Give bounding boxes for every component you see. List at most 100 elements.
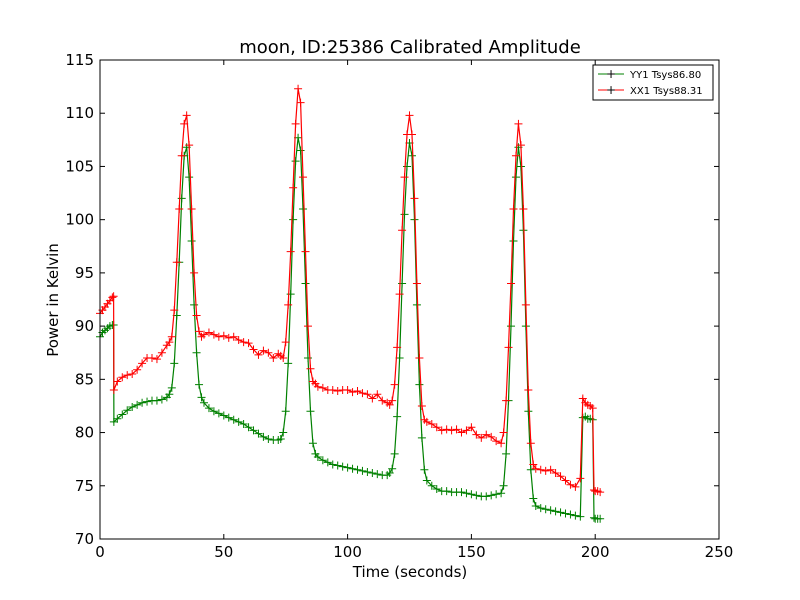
series-1-point xyxy=(571,482,580,491)
series-0-point xyxy=(239,420,248,429)
series-0-point xyxy=(400,210,409,219)
series-1-point xyxy=(306,364,315,373)
series-0-point xyxy=(276,434,285,443)
series-0-point xyxy=(118,410,127,419)
series-0-point xyxy=(299,205,308,214)
series-0-point xyxy=(358,466,367,475)
series-1-point xyxy=(108,293,117,302)
series-0-point xyxy=(177,194,186,203)
series-1-point xyxy=(368,394,377,403)
series-1-point xyxy=(536,465,545,474)
series-0-point xyxy=(385,469,394,478)
series-0-point xyxy=(313,453,322,462)
series-0-point xyxy=(551,507,560,516)
series-line-1 xyxy=(99,88,601,493)
series-1-point xyxy=(507,279,516,288)
series-0-point xyxy=(432,484,441,493)
axes-frame xyxy=(99,59,720,540)
series-1-point xyxy=(269,354,278,363)
series-1-point xyxy=(516,141,525,150)
legend-marker-yy1: + xyxy=(606,67,616,81)
y-tick-label: 105 xyxy=(65,157,94,175)
series-0-point xyxy=(279,428,288,437)
legend-label-yy1: YY1 Tsys86.80 xyxy=(629,70,701,81)
y-tick-label: 100 xyxy=(65,211,94,229)
series-0-point xyxy=(199,398,208,407)
series-0-point xyxy=(229,415,238,424)
legend: + YY1 Tsys86.80 + XX1 Tsys88.31 xyxy=(592,64,714,101)
x-tick-label: 50 xyxy=(214,543,233,561)
series-1-point xyxy=(299,173,308,182)
series-0-point xyxy=(264,434,273,443)
series-1-point xyxy=(165,338,174,347)
series-1-point xyxy=(113,377,122,386)
series-0-point xyxy=(499,481,508,490)
x-tick-label: 100 xyxy=(333,543,362,561)
series-1-point xyxy=(284,300,293,309)
series-1-point xyxy=(393,343,402,352)
series-1-point xyxy=(363,390,372,399)
series-1-point xyxy=(157,348,166,357)
series-0-point xyxy=(289,215,298,224)
series-1-point xyxy=(526,439,535,448)
series-1-point xyxy=(511,151,520,160)
series-0-point xyxy=(187,236,196,245)
series-0-point xyxy=(197,393,206,402)
series-0-point xyxy=(323,458,332,467)
series-1-point xyxy=(447,426,456,435)
series-1-point xyxy=(390,380,399,389)
series-1-point xyxy=(204,328,213,337)
series-0-point xyxy=(427,481,436,490)
series-1-point xyxy=(509,205,518,214)
y-tick-label: 70 xyxy=(75,530,94,548)
series-1-point xyxy=(192,311,201,320)
series-1-point xyxy=(209,330,218,339)
series-1-point xyxy=(286,247,295,256)
series-1-point xyxy=(405,111,414,120)
series-0-point xyxy=(462,489,471,498)
series-0-point xyxy=(472,491,481,500)
series-1-point xyxy=(373,390,382,399)
series-0-point xyxy=(393,412,402,421)
series-1-point xyxy=(519,205,528,214)
series-0-point xyxy=(143,397,152,406)
series-1-point xyxy=(303,322,312,331)
series-0-point xyxy=(303,354,312,363)
series-1-point xyxy=(589,486,598,495)
series-0-point xyxy=(546,506,555,515)
series-0-point xyxy=(296,146,305,155)
series-1-point xyxy=(588,404,597,413)
y-tick-label: 95 xyxy=(75,264,94,282)
series-0-point xyxy=(281,407,290,416)
series-0-point xyxy=(373,470,382,479)
series-1-point xyxy=(296,98,305,107)
series-0-point xyxy=(254,429,263,438)
series-0-point xyxy=(467,490,476,499)
x-tick-label: 250 xyxy=(705,543,734,561)
series-0-point xyxy=(152,396,161,405)
series-0-point xyxy=(417,433,426,442)
plot-area: 0 50 100 150 200 250 70 75 80 85 90 95 100 105 110 115 xyxy=(65,51,733,561)
series-1-point xyxy=(410,194,419,203)
series-1-point xyxy=(487,432,496,441)
series-1-point xyxy=(556,472,565,481)
series-1-point xyxy=(529,460,538,469)
series-0-point xyxy=(286,290,295,299)
series-0-point xyxy=(536,504,545,513)
series-0-point xyxy=(388,464,397,473)
series-1-point xyxy=(291,119,300,128)
series-0-point xyxy=(133,400,142,409)
series-1-point xyxy=(244,339,253,348)
series-1-point xyxy=(462,426,471,435)
series-0-point xyxy=(318,456,327,465)
series-1-point xyxy=(546,465,555,474)
legend-box xyxy=(592,64,714,101)
series-1-point xyxy=(138,359,147,368)
series-1-point xyxy=(395,290,404,299)
y-tick-label: 75 xyxy=(75,477,94,495)
y-tick-label: 90 xyxy=(75,317,94,335)
series-1-point xyxy=(504,343,513,352)
series-1-point xyxy=(109,292,118,301)
x-tick-label: 150 xyxy=(457,543,486,561)
